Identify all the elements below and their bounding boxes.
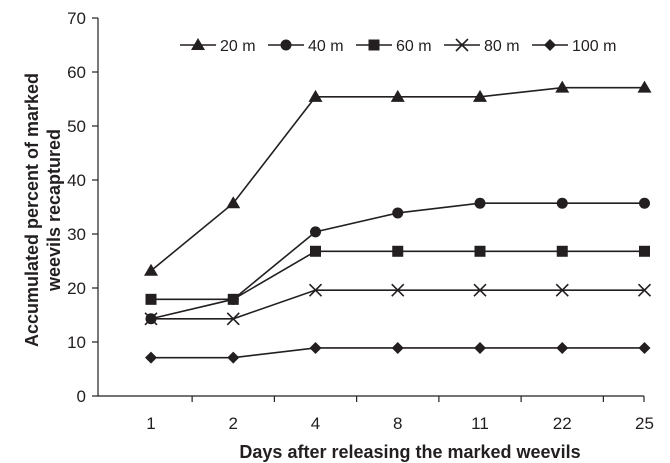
- legend-item: 20 m: [180, 38, 256, 55]
- series-line: [151, 289, 645, 320]
- legend-marker: [280, 39, 292, 51]
- x-marker-stroke: [144, 312, 158, 326]
- data-point: [227, 293, 239, 305]
- data-point: [556, 341, 569, 354]
- series-5: [145, 341, 651, 364]
- x-marker-stroke: [226, 312, 240, 326]
- series-line: [151, 250, 645, 301]
- x-tick-label: 4: [311, 414, 320, 433]
- x-marker-stroke: [391, 283, 405, 297]
- data-point: [308, 89, 323, 102]
- legend-marker: [368, 39, 380, 51]
- x-marker-stroke: [637, 283, 652, 297]
- x-tick-label: 8: [393, 414, 402, 433]
- data-point: [145, 351, 157, 364]
- series-2: [145, 197, 650, 325]
- y-tick-label: 30: [67, 225, 86, 244]
- data-point: [391, 341, 404, 354]
- legend-marker: [544, 39, 556, 51]
- data-point: [474, 341, 486, 354]
- y-tick-label: 10: [67, 333, 86, 352]
- data-point: [556, 245, 568, 257]
- data-point: [391, 283, 405, 297]
- data-point: [555, 283, 569, 297]
- data-point: [308, 283, 323, 297]
- data-point: [639, 245, 650, 257]
- data-point: [639, 197, 650, 209]
- data-point: [227, 351, 240, 364]
- legend-item: 60 m: [356, 38, 432, 55]
- y-tick-label: 50: [67, 117, 86, 136]
- data-point: [473, 89, 487, 102]
- data-point: [555, 80, 570, 93]
- data-point: [144, 263, 158, 276]
- y-tick-label: 40: [67, 171, 86, 190]
- data-point: [556, 197, 568, 209]
- legend-label: 80 m: [484, 38, 520, 55]
- data-point: [145, 293, 157, 305]
- data-point: [637, 80, 652, 93]
- data-point: [226, 196, 241, 209]
- data-point: [474, 197, 486, 209]
- legend-label: 60 m: [396, 38, 432, 55]
- axes: 0 10 20 30 40 50 60 70 1 2 4 8 11 22 25: [67, 9, 654, 433]
- legend-marker: [455, 38, 469, 52]
- legend-item: 100 m: [532, 38, 616, 55]
- x-tick-label: 22: [553, 414, 572, 433]
- x-tick-label: 1: [146, 414, 155, 433]
- x-tick-label: 11: [471, 414, 489, 433]
- legend-label: 40 m: [308, 38, 344, 55]
- data-point: [390, 89, 405, 102]
- series-line: [150, 86, 645, 272]
- legend-label: 100 m: [572, 38, 616, 55]
- data-point: [392, 245, 404, 257]
- series-line: [150, 202, 645, 320]
- legend-item: 40 m: [268, 38, 344, 55]
- data-point: [309, 341, 322, 354]
- x-marker-stroke: [455, 38, 469, 52]
- y-tick-label: 20: [67, 279, 86, 298]
- legend: 20 m 40 m 60 m 80 m 100 m: [180, 38, 616, 55]
- data-point: [638, 341, 651, 354]
- data-point: [473, 283, 487, 297]
- data-point: [474, 245, 486, 257]
- x-marker-stroke: [473, 283, 487, 297]
- data-point: [392, 207, 404, 219]
- data-point: [310, 245, 321, 257]
- legend-label: 20 m: [220, 38, 256, 55]
- series-layer: [144, 80, 652, 364]
- legend-item: 80 m: [444, 38, 520, 55]
- series-3: [145, 245, 650, 305]
- x-tick-label: 25: [635, 414, 654, 433]
- series-1: [144, 80, 652, 276]
- data-point: [310, 226, 321, 238]
- x-marker-stroke: [555, 283, 569, 297]
- y-axis-title-line: weevils recaptured: [44, 129, 64, 292]
- x-tick-label: 2: [229, 414, 238, 433]
- y-axis-title: Accumulated percent of marked weevils rec…: [22, 73, 64, 347]
- y-tick-label: 60: [67, 63, 86, 82]
- data-point: [637, 283, 652, 297]
- x-marker-stroke: [308, 283, 323, 297]
- data-point: [144, 312, 158, 326]
- y-tick-label: 0: [77, 387, 86, 406]
- y-tick-label: 70: [67, 9, 86, 28]
- series-4: [144, 283, 652, 326]
- y-axis-title-line: Accumulated percent of marked: [22, 73, 42, 347]
- data-point: [226, 312, 240, 326]
- legend-marker: [191, 38, 205, 50]
- x-axis-title: Days after releasing the marked weevils: [239, 442, 580, 462]
